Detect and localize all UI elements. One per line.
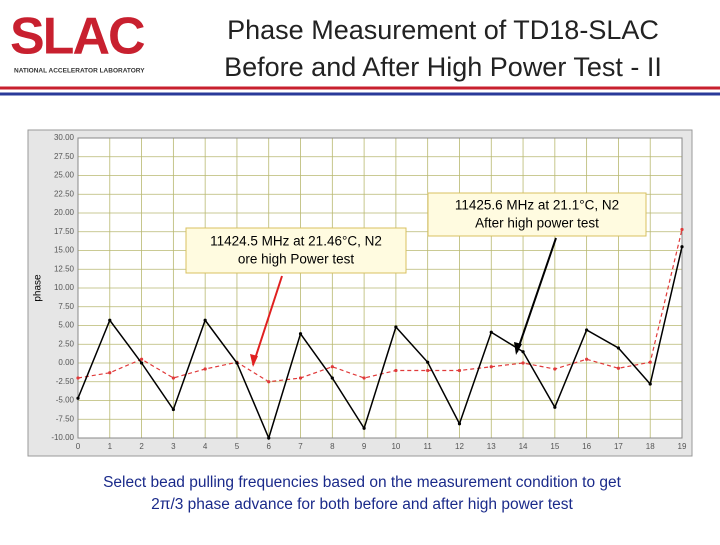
data-point: [680, 245, 684, 249]
y-tick-label: 15.00: [54, 246, 75, 255]
y-tick-label: 10.00: [54, 283, 75, 292]
y-tick-label: -10.00: [51, 433, 74, 442]
data-point: [267, 380, 271, 384]
x-tick-label: 6: [267, 442, 272, 451]
y-tick-label: 27.50: [54, 152, 75, 161]
annotation-box: [427, 192, 647, 237]
data-point: [139, 357, 144, 361]
data-point: [108, 318, 112, 322]
data-point: [298, 376, 303, 380]
data-point: [171, 407, 175, 412]
arrow: [252, 275, 283, 366]
data-point: [616, 346, 621, 350]
data-line: [77, 246, 683, 441]
x-tick-label: 14: [519, 442, 528, 451]
annotation-text: 11425.6 MHz at 21.1°C, N2: [455, 198, 619, 213]
x-tick-label: 10: [391, 442, 400, 451]
data-point: [585, 328, 589, 332]
annotation-text: ore high Power test: [238, 252, 355, 267]
data-point: [521, 350, 525, 354]
data-point: [76, 396, 80, 400]
x-tick-label: 0: [76, 442, 81, 451]
data-point: [616, 366, 621, 370]
data-point: [457, 368, 462, 373]
data-point: [489, 365, 493, 369]
y-tick-label: 30.00: [54, 133, 75, 142]
annotation-box: [185, 227, 407, 274]
data-point: [76, 376, 80, 380]
data-point: [426, 360, 430, 364]
data-point: [553, 405, 557, 409]
x-tick-label: 18: [646, 442, 655, 451]
y-tick-label: 22.50: [54, 189, 75, 198]
y-tick-label: -2.50: [56, 377, 75, 386]
data-point: [203, 318, 207, 322]
x-tick-label: 7: [298, 442, 303, 451]
data-point: [139, 361, 144, 365]
data-point: [298, 332, 303, 336]
x-tick-label: 9: [362, 442, 367, 451]
arrowhead: [514, 342, 522, 355]
caption-line: Select bead pulling frequencies based on…: [103, 474, 622, 491]
y-axis-label: phase: [33, 274, 44, 302]
data-point: [171, 376, 175, 380]
data-point: [330, 365, 334, 369]
x-tick-label: 4: [203, 442, 208, 451]
annotation-text: 11424.5 MHz at 21.46°C, N2: [210, 234, 382, 249]
x-tick-label: 5: [235, 442, 240, 451]
data-point: [680, 227, 684, 232]
x-tick-label: 16: [582, 442, 591, 451]
x-tick-label: 13: [487, 442, 496, 451]
data-point: [648, 360, 652, 364]
y-tick-label: 25.00: [54, 171, 75, 180]
x-tick-label: 15: [550, 442, 559, 451]
title-line: Phase Measurement of TD18-SLAC: [227, 15, 659, 45]
x-tick-label: 11: [424, 442, 433, 451]
data-point: [362, 426, 366, 430]
y-tick-label: 12.50: [54, 264, 75, 273]
annotation-text: After high power test: [475, 216, 599, 231]
y-tick-label: -5.00: [56, 396, 75, 405]
data-point: [585, 357, 589, 361]
arrowhead: [250, 354, 258, 367]
plot-frame: [77, 137, 683, 439]
x-tick-label: 2: [139, 442, 144, 451]
data-point: [489, 330, 493, 334]
data-point: [267, 436, 271, 440]
x-tick-label: 1: [108, 442, 113, 451]
y-tick-label: 0.00: [58, 358, 74, 367]
data-point: [108, 371, 112, 375]
data-point: [521, 361, 525, 365]
data-point: [330, 376, 334, 380]
data-point: [235, 361, 239, 365]
data-line: [77, 229, 683, 383]
y-tick-label: 20.00: [54, 208, 75, 217]
x-tick-label: 17: [614, 442, 623, 451]
arrow: [516, 237, 557, 353]
data-point: [426, 368, 430, 373]
x-tick-label: 3: [171, 442, 176, 451]
x-tick-label: 8: [330, 442, 335, 451]
y-tick-label: -7.50: [56, 414, 75, 423]
data-point: [203, 367, 207, 371]
y-tick-label: 17.50: [54, 227, 75, 236]
x-tick-label: 19: [678, 442, 687, 451]
data-point: [394, 368, 398, 373]
title-line: Before and After High Power Test - II: [224, 52, 662, 82]
data-point: [648, 382, 652, 386]
y-tick-label: 7.50: [58, 302, 74, 311]
caption-line: 2π/3 phase advance for both before and a…: [151, 496, 573, 513]
logo: SLAC: [10, 8, 145, 66]
data-point: [362, 376, 366, 380]
y-tick-label: 2.50: [58, 339, 74, 348]
y-tick-label: 5.00: [58, 321, 74, 330]
logo-subtitle: NATIONAL ACCELERATOR LABORATORY: [14, 68, 145, 75]
x-tick-label: 12: [455, 442, 464, 451]
data-point: [394, 325, 398, 329]
data-point: [553, 367, 557, 371]
data-point: [457, 422, 462, 426]
